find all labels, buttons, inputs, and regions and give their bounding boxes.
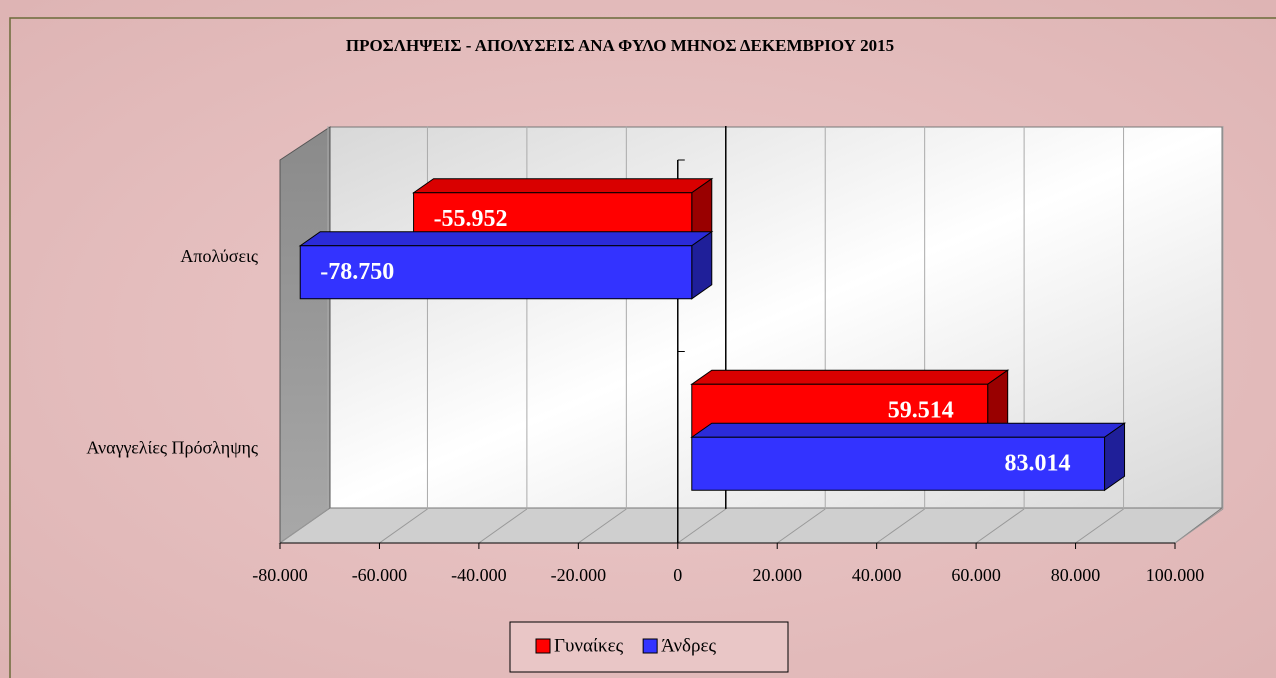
bar-top (690, 422, 1127, 438)
x-tick-label: 20.000 (752, 565, 802, 585)
legend-label: Γυναίκες (554, 635, 624, 656)
bar-front (691, 436, 1106, 491)
x-tick-label: -60.000 (352, 565, 408, 585)
x-tick-label: -20.000 (551, 565, 607, 585)
floor-grid-line (1075, 508, 1124, 544)
bar-top (690, 369, 1010, 385)
floor-grid-line (776, 508, 826, 544)
x-tick-label: 60.000 (951, 565, 1001, 585)
data-label: 59.514 (888, 397, 954, 423)
floor-grid-line (279, 508, 329, 544)
bar-top (411, 178, 714, 194)
floor-grid-line (876, 508, 925, 544)
x-tick-label: 80.000 (1051, 565, 1101, 585)
bar (690, 422, 1127, 492)
y-tick-label: Αναγγελίες Πρόσληψης (86, 437, 258, 457)
chart-frame (9, 17, 1276, 678)
floor-grid-line (478, 508, 528, 544)
legend-label: Άνδρες (661, 635, 716, 656)
y-tick-label: Απολύσεις (180, 246, 258, 266)
data-label: -78.750 (320, 259, 394, 285)
bar-front (299, 245, 693, 300)
bar-top (298, 231, 714, 247)
x-tick-label: 40.000 (852, 565, 902, 585)
x-tick-label: -40.000 (451, 565, 507, 585)
data-label: -55.952 (434, 206, 508, 232)
floor-grid-line (578, 508, 627, 544)
floor-grid-line (379, 508, 428, 544)
bar (298, 230, 714, 300)
chart-title: ΠΡΟΣΛΗΨΕΙΣ - ΑΠΟΛΥΣΕΙΣ ΑΝΑ ΦΥΛΟ ΜΗΝΟΣ ΔΕ… (346, 36, 894, 55)
legend-swatch (535, 638, 551, 654)
floor-grid-line (677, 508, 727, 544)
side-wall (279, 126, 331, 544)
floor-grid-line (975, 508, 1025, 544)
legend-swatch (642, 638, 658, 654)
x-tick-label: 0 (673, 565, 682, 585)
floor-grid-line (1174, 508, 1224, 544)
x-tick-label: 100.000 (1146, 565, 1205, 585)
x-tick-label: -80.000 (252, 565, 308, 585)
data-label: 83.014 (1005, 450, 1071, 476)
